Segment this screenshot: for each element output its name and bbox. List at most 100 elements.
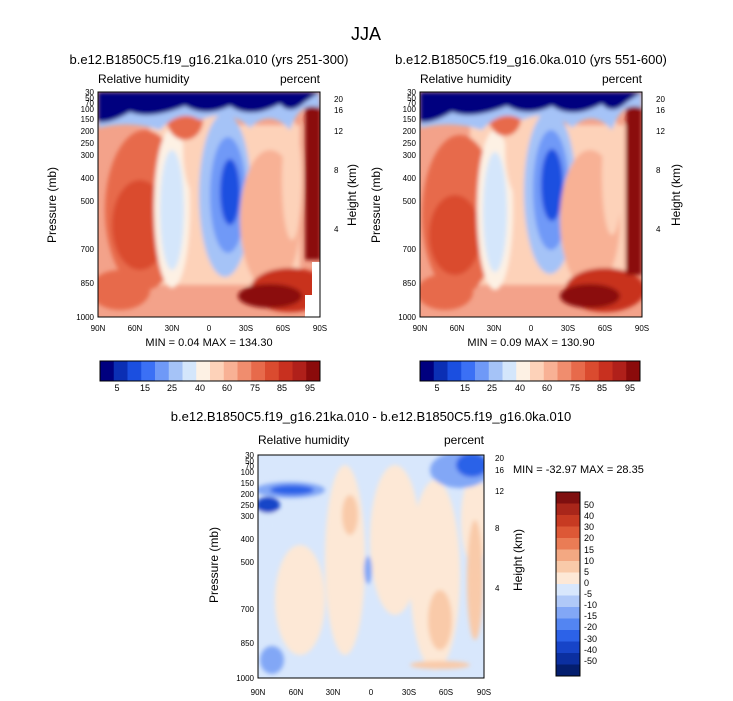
colorbar-frame xyxy=(419,360,641,382)
y-tick-150: 150 xyxy=(81,115,95,124)
panel-3-colorbar-labels: 50 40 30 20 15 10 5 0 -5 -10 -15 -20 -30… xyxy=(584,500,597,666)
colorbar-swatch xyxy=(100,361,115,381)
panel-1-ylabel: Pressure (mb) xyxy=(45,167,59,243)
x-tick-60S: 60S xyxy=(276,324,290,333)
panel-2-y-ticks: 30 50 70 100 150 200 250 300 400 500 700… xyxy=(398,88,416,322)
cbar3-label-neg30: -30 xyxy=(584,634,597,644)
figure-title: JJA xyxy=(351,24,381,44)
colorbar-swatch xyxy=(556,607,580,619)
height-tick-16: 16 xyxy=(495,466,504,475)
panel-3-field xyxy=(258,455,484,678)
height-tick-12: 12 xyxy=(495,487,504,496)
colorbar-swatch xyxy=(598,361,613,381)
panel-2-field xyxy=(420,92,642,317)
colorbar-swatch xyxy=(626,361,641,381)
height-tick-20: 20 xyxy=(495,454,504,463)
panel-3-units-label: percent xyxy=(444,433,485,447)
cbar3-label-neg50: -50 xyxy=(584,656,597,666)
colorbar-swatch xyxy=(141,361,156,381)
x-tick-30S: 30S xyxy=(239,324,253,333)
y-tick-50: 50 xyxy=(245,457,254,466)
colorbar-swatch xyxy=(556,526,580,539)
colorbar-swatch xyxy=(223,361,238,381)
x-tick-60N: 60N xyxy=(450,324,465,333)
cbar3-label-5: 5 xyxy=(584,567,589,577)
colorbar-swatch xyxy=(556,595,580,608)
y-tick-850: 850 xyxy=(81,279,95,288)
colorbar-swatch xyxy=(585,361,600,381)
y-tick-70: 70 xyxy=(407,99,416,108)
y-tick-700: 700 xyxy=(241,605,255,614)
panel-3-title: b.e12.B1850C5.f19_g16.21ka.010 - b.e12.B… xyxy=(171,409,571,424)
panel-3-frame xyxy=(257,454,485,679)
y-tick-700: 700 xyxy=(81,245,95,254)
panel-3-right-ticks: 20 16 12 8 4 xyxy=(495,454,504,593)
x-tick-30S: 30S xyxy=(402,688,416,697)
y-tick-200: 200 xyxy=(81,127,95,136)
panel-2-x-ticks: 90N 60N 30N 0 30S 60S 90S xyxy=(413,324,649,333)
colorbar-frame xyxy=(555,491,581,677)
panel-2: b.e12.B1850C5.f19_g16.0ka.010 (yrs 551-6… xyxy=(369,52,683,393)
cbar2-label-85: 85 xyxy=(597,383,607,393)
panel-3-minmax: MIN = -32.97 MAX = 28.35 xyxy=(513,464,644,476)
colorbar-swatch xyxy=(292,361,307,381)
colorbar-swatch xyxy=(556,572,580,585)
cbar2-label-15: 15 xyxy=(460,383,470,393)
y-tick-200: 200 xyxy=(403,127,417,136)
colorbar-swatch xyxy=(530,361,545,381)
colorbar-swatch xyxy=(556,664,580,677)
colorbar-frame xyxy=(99,360,321,382)
y-tick-30: 30 xyxy=(85,88,94,97)
cbar3-label-20: 20 xyxy=(584,533,594,543)
y-tick-50: 50 xyxy=(407,94,416,103)
x-tick-30N: 30N xyxy=(165,324,180,333)
colorbar-swatch xyxy=(420,361,435,381)
colorbar-swatch xyxy=(516,361,531,381)
colorbar-swatch xyxy=(556,653,580,665)
colorbar-swatch xyxy=(113,361,128,381)
panel-1-frame xyxy=(97,91,321,318)
panel-2-ylabel: Pressure (mb) xyxy=(369,167,383,243)
x-tick-90N: 90N xyxy=(91,324,106,333)
cbar1-label-15: 15 xyxy=(140,383,150,393)
colorbar-swatch xyxy=(556,641,580,654)
colorbar-swatch xyxy=(571,361,586,381)
y-tick-50: 50 xyxy=(85,94,94,103)
x-tick-90S: 90S xyxy=(313,324,327,333)
panel-3-x-ticks: 90N 60N 30N 0 30S 60S 90S xyxy=(251,688,491,697)
colorbar-swatch xyxy=(461,361,476,381)
panel-2-minmax: MIN = 0.09 MAX = 130.90 xyxy=(467,337,594,349)
colorbar-swatch xyxy=(556,549,580,562)
y-tick-300: 300 xyxy=(81,151,95,160)
height-tick-16: 16 xyxy=(656,106,665,115)
cbar3-label-neg40: -40 xyxy=(584,645,597,655)
panel-2-right-ticks: 20 16 12 8 4 xyxy=(656,95,665,234)
colorbar-swatch xyxy=(502,361,517,381)
y-tick-200: 200 xyxy=(241,490,255,499)
x-tick-30N: 30N xyxy=(326,688,341,697)
panel-1-field xyxy=(98,92,320,317)
cbar2-label-95: 95 xyxy=(625,383,635,393)
panel-2-units-label: percent xyxy=(602,72,643,86)
y-tick-300: 300 xyxy=(403,151,417,160)
colorbar-swatch xyxy=(447,361,462,381)
colorbar-swatch xyxy=(237,361,252,381)
colorbar-swatch xyxy=(556,618,580,631)
panel-3-ylabel: Pressure (mb) xyxy=(207,527,221,603)
y-tick-1000: 1000 xyxy=(398,313,416,322)
height-tick-20: 20 xyxy=(656,95,665,104)
x-tick-90N: 90N xyxy=(251,688,266,697)
colorbar-swatch xyxy=(210,361,225,381)
x-tick-90S: 90S xyxy=(477,688,491,697)
x-tick-60N: 60N xyxy=(128,324,143,333)
colorbar-swatch xyxy=(556,584,580,596)
colorbar-swatch xyxy=(612,361,627,381)
x-tick-90S: 90S xyxy=(635,324,649,333)
y-tick-700: 700 xyxy=(403,245,417,254)
y-tick-150: 150 xyxy=(241,479,255,488)
cbar3-label-neg10: -10 xyxy=(584,600,597,610)
x-tick-0: 0 xyxy=(369,688,374,697)
panel-1-ylabel-right: Height (km) xyxy=(345,164,359,226)
panel-3-variable-label: Relative humidity xyxy=(258,433,349,447)
colorbar-swatch xyxy=(196,361,211,381)
